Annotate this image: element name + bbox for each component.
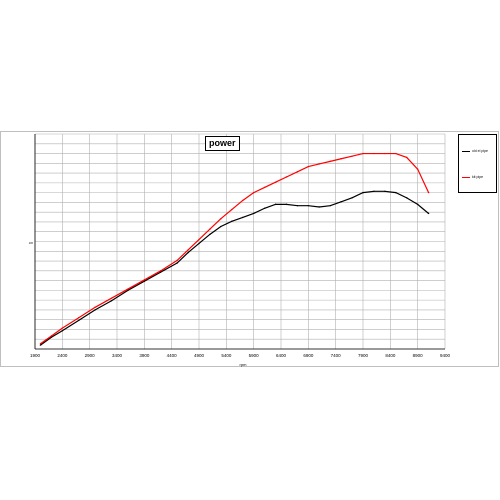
data-point <box>329 160 331 163</box>
legend-entry-old-el-pipe: old el pipe <box>462 147 498 155</box>
data-point <box>110 297 113 299</box>
data-point <box>384 152 386 155</box>
data-point <box>351 197 353 199</box>
x-tick-label: 2400 <box>57 353 68 358</box>
data-point <box>340 201 342 203</box>
data-point <box>427 191 430 194</box>
data-point <box>242 199 244 202</box>
chart-title: power <box>205 136 240 151</box>
series-line-0 <box>40 190 429 346</box>
data-point <box>242 216 244 219</box>
data-point <box>78 317 80 319</box>
data-point <box>50 335 53 337</box>
data-point <box>285 176 288 178</box>
data-point <box>127 289 129 292</box>
data-point <box>176 259 178 262</box>
legend-label-kit-pipe: kit pipe <box>472 175 484 179</box>
data-point <box>307 204 310 207</box>
legend-label-old-el-pipe: old el pipe <box>472 149 488 153</box>
x-axis-title: rpm <box>240 362 248 367</box>
data-point <box>61 330 64 332</box>
data-point <box>362 152 364 155</box>
data-point <box>318 206 320 208</box>
data-point <box>198 238 200 241</box>
data-point <box>94 306 96 309</box>
data-point <box>351 155 353 157</box>
data-point <box>318 163 320 165</box>
data-point <box>160 271 162 273</box>
x-tick-label: 4400 <box>167 353 178 358</box>
series-lines <box>39 152 430 346</box>
data-point <box>94 309 96 311</box>
legend-swatch-old-el-pipe <box>462 151 470 153</box>
x-tick-label: 6400 <box>276 353 287 358</box>
legend: old el pipe kit pipe <box>458 134 497 193</box>
data-point <box>427 212 430 215</box>
grid-lines <box>34 133 446 350</box>
x-tick-labels: 1900 2400 2900 3400 3900 4400 4900 5400 5900 6400… <box>30 353 451 358</box>
chart-area <box>0 131 499 367</box>
data-point <box>143 280 146 282</box>
data-point <box>231 220 233 223</box>
data-point <box>187 251 189 254</box>
data-point <box>220 225 222 228</box>
data-point <box>252 191 255 194</box>
data-point <box>296 204 299 207</box>
data-point <box>187 249 189 251</box>
data-point <box>252 212 255 215</box>
data-point <box>329 204 331 207</box>
x-tick-label: 6900 <box>303 353 314 358</box>
data-point <box>110 300 113 302</box>
data-point <box>373 190 375 193</box>
x-tick-label: 8900 <box>413 353 424 358</box>
x-tick-label: 3900 <box>139 353 150 358</box>
data-point <box>263 207 266 209</box>
data-point <box>127 288 129 290</box>
data-point <box>395 152 397 155</box>
data-point <box>274 181 277 183</box>
x-tick-label: 7400 <box>331 353 342 358</box>
data-point <box>395 191 397 194</box>
data-point <box>263 186 266 189</box>
data-point <box>362 191 364 194</box>
x-tick-label: 9400 <box>440 353 451 358</box>
legend-entry-kit-pipe: kit pipe <box>462 173 498 181</box>
data-point <box>198 242 200 245</box>
data-point <box>143 279 146 281</box>
data-point <box>340 158 342 160</box>
y-axis-title: cv <box>29 240 33 245</box>
data-point <box>39 344 42 346</box>
data-point <box>406 156 408 159</box>
x-tick-label: 8400 <box>385 353 396 358</box>
data-point <box>373 152 375 155</box>
data-point <box>176 262 178 264</box>
data-point <box>384 190 386 193</box>
data-point <box>416 168 419 170</box>
legend-swatch-kit-pipe <box>462 177 470 179</box>
x-tick-label: 4900 <box>194 353 205 358</box>
data-point <box>274 203 277 206</box>
x-tick-label: 5400 <box>221 353 232 358</box>
x-tick-label: 1900 <box>30 353 41 358</box>
data-point <box>406 197 408 199</box>
x-tick-label: 2900 <box>85 353 96 358</box>
data-point <box>209 233 211 236</box>
data-point <box>231 208 233 211</box>
data-point <box>160 270 162 272</box>
x-tick-label: 3400 <box>112 353 123 358</box>
series-line-1 <box>40 152 430 345</box>
data-point <box>39 343 42 345</box>
x-tick-label: 7900 <box>358 353 369 358</box>
data-point <box>209 228 211 230</box>
data-point <box>285 203 288 206</box>
data-point <box>296 171 299 173</box>
data-point <box>61 327 64 329</box>
data-point <box>416 203 419 206</box>
x-tick-label: 5900 <box>249 353 260 358</box>
data-point <box>307 165 310 168</box>
data-point <box>78 319 80 322</box>
data-point <box>220 217 222 220</box>
